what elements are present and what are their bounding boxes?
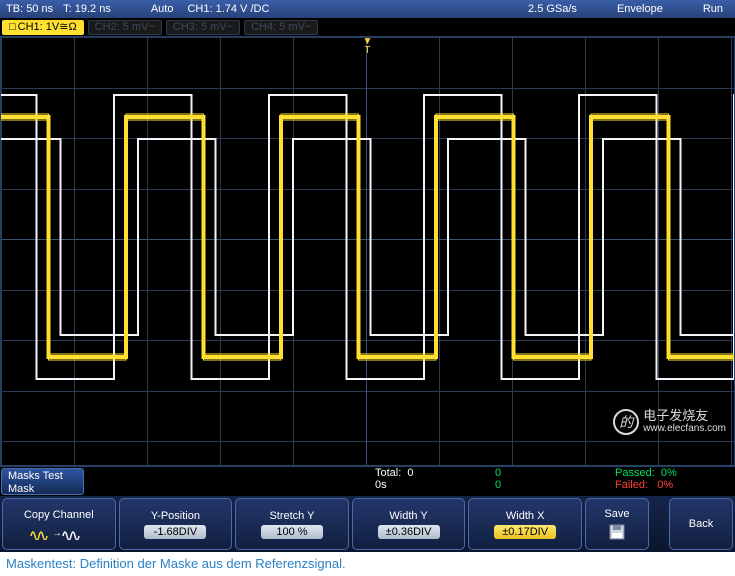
waveform-canvas	[1, 37, 734, 465]
channel-tab-ch4[interactable]: CH4: 5 mV~	[244, 20, 318, 35]
tb-label: TB:	[6, 3, 23, 15]
channel-tab-ch2[interactable]: CH2: 5 mV~	[88, 20, 162, 35]
channel-tab-ch3[interactable]: CH3: 5 mV~	[166, 20, 240, 35]
copy-channel-label: Copy Channel	[24, 509, 94, 521]
stretch-y-button[interactable]: Stretch Y 100 %	[235, 498, 349, 550]
y-position-label: Y-Position	[151, 510, 200, 522]
width-y-label: Width Y	[389, 510, 427, 522]
top-status-bar: TB: 50 ns T: 19.2 ns Auto CH1: 1.74 V /D…	[0, 0, 735, 18]
trigger-channel: CH1:	[187, 3, 212, 15]
width-x-button[interactable]: Width X ±0.17DIV	[468, 498, 582, 550]
width-x-value: ±0.17DIV	[494, 525, 556, 539]
channel-bar: □ CH1: 1V≅Ω CH2: 5 mV~ CH3: 5 mV~ CH4: 5…	[0, 18, 735, 36]
y-position-value: -1.68DIV	[144, 525, 206, 539]
trigger-coupling: DC	[254, 3, 270, 15]
stretch-y-value: 100 %	[261, 525, 323, 539]
t-label: T:	[63, 3, 72, 15]
count-value-2: 0	[495, 479, 615, 491]
copy-channel-button[interactable]: Copy Channel →	[2, 498, 116, 550]
passed-value: 0%	[661, 467, 677, 479]
passed-label: Passed:	[615, 467, 655, 479]
mask-status-bar: Masks Test Mask Total: 0 0s 0 0 Passed: …	[0, 466, 735, 496]
failed-value: 0%	[657, 479, 673, 491]
timebase-value: 50 ns	[26, 3, 53, 15]
width-y-button[interactable]: Width Y ±0.36DIV	[352, 498, 466, 550]
waveform-display[interactable]: ▼ T 的 电子发烧友 www.elecfans.com	[0, 36, 735, 466]
time-label: 0s	[375, 479, 495, 491]
sample-rate: 2.5 GSa/s	[528, 3, 577, 15]
total-label: Total:	[375, 467, 401, 479]
failed-label: Failed:	[615, 479, 648, 491]
back-button[interactable]: Back	[669, 498, 733, 550]
channel-tab-ch1[interactable]: □ CH1: 1V≅Ω	[2, 20, 84, 35]
stretch-y-label: Stretch Y	[269, 510, 314, 522]
trigger-mode: Auto	[151, 3, 174, 15]
run-state: Run	[703, 3, 723, 15]
mask-test-tab[interactable]: Masks Test Mask	[1, 468, 84, 495]
y-position-button[interactable]: Y-Position -1.68DIV	[119, 498, 233, 550]
total-value: 0	[407, 467, 413, 479]
caption-text: Maskentest: Definition der Maske aus dem…	[0, 552, 735, 576]
copy-channel-icon: →	[29, 524, 89, 540]
trigger-level: 1.74 V	[216, 3, 248, 15]
softkey-bar: Copy Channel → Y-Position -1.68DIV Stret…	[0, 496, 735, 552]
count-value-1: 0	[495, 467, 615, 479]
mask-test-line2: Mask	[8, 483, 77, 496]
svg-text:→: →	[52, 528, 62, 539]
width-y-value: ±0.36DIV	[378, 525, 440, 539]
width-x-label: Width X	[506, 510, 545, 522]
back-label: Back	[689, 518, 713, 530]
save-button[interactable]: Save	[585, 498, 649, 550]
mask-test-line1: Masks Test	[8, 470, 77, 483]
acquisition-mode: Envelope	[617, 3, 663, 15]
save-label: Save	[604, 508, 629, 520]
t-value: 19.2 ns	[75, 3, 111, 15]
floppy-disk-icon	[608, 523, 626, 541]
